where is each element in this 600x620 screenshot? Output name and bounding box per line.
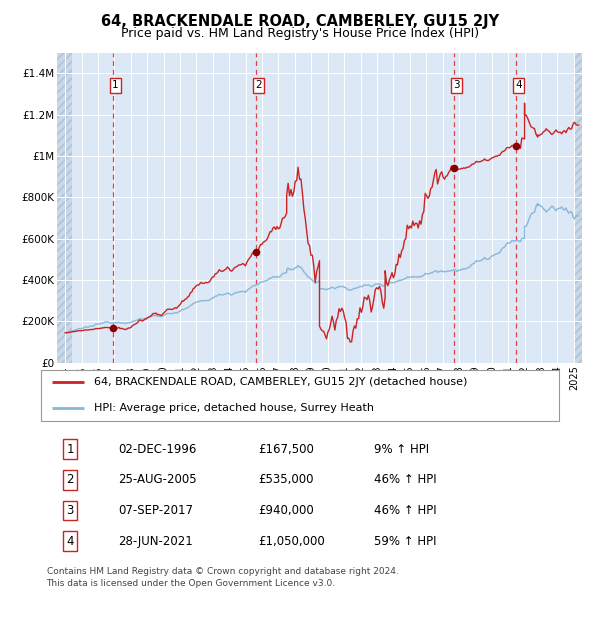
FancyBboxPatch shape: [41, 371, 559, 420]
Text: 3: 3: [67, 504, 74, 517]
Text: 3: 3: [453, 80, 460, 91]
Bar: [574, 53, 582, 363]
Text: 02-DEC-1996: 02-DEC-1996: [118, 443, 196, 456]
Text: £1,050,000: £1,050,000: [258, 534, 325, 547]
Text: 4: 4: [67, 534, 74, 547]
Text: 2: 2: [67, 473, 74, 486]
Text: 46% ↑ HPI: 46% ↑ HPI: [374, 473, 437, 486]
Text: Contains HM Land Registry data © Crown copyright and database right 2024.
This d: Contains HM Land Registry data © Crown c…: [47, 567, 398, 588]
Text: 59% ↑ HPI: 59% ↑ HPI: [374, 534, 436, 547]
Text: 07-SEP-2017: 07-SEP-2017: [118, 504, 193, 517]
Text: 46% ↑ HPI: 46% ↑ HPI: [374, 504, 437, 517]
Text: 4: 4: [515, 80, 522, 91]
Text: £167,500: £167,500: [258, 443, 314, 456]
Text: 28-JUN-2021: 28-JUN-2021: [118, 534, 193, 547]
Text: 25-AUG-2005: 25-AUG-2005: [118, 473, 196, 486]
Text: 1: 1: [112, 80, 119, 91]
Text: 64, BRACKENDALE ROAD, CAMBERLEY, GU15 2JY: 64, BRACKENDALE ROAD, CAMBERLEY, GU15 2J…: [101, 14, 499, 29]
Text: £940,000: £940,000: [258, 504, 314, 517]
Text: 9% ↑ HPI: 9% ↑ HPI: [374, 443, 429, 456]
Text: 2: 2: [256, 80, 262, 91]
Text: £535,000: £535,000: [258, 473, 313, 486]
Text: 64, BRACKENDALE ROAD, CAMBERLEY, GU15 2JY (detached house): 64, BRACKENDALE ROAD, CAMBERLEY, GU15 2J…: [94, 378, 467, 388]
Text: HPI: Average price, detached house, Surrey Heath: HPI: Average price, detached house, Surr…: [94, 402, 374, 412]
Bar: [57, 53, 72, 363]
Text: 1: 1: [67, 443, 74, 456]
Text: Price paid vs. HM Land Registry's House Price Index (HPI): Price paid vs. HM Land Registry's House …: [121, 27, 479, 40]
